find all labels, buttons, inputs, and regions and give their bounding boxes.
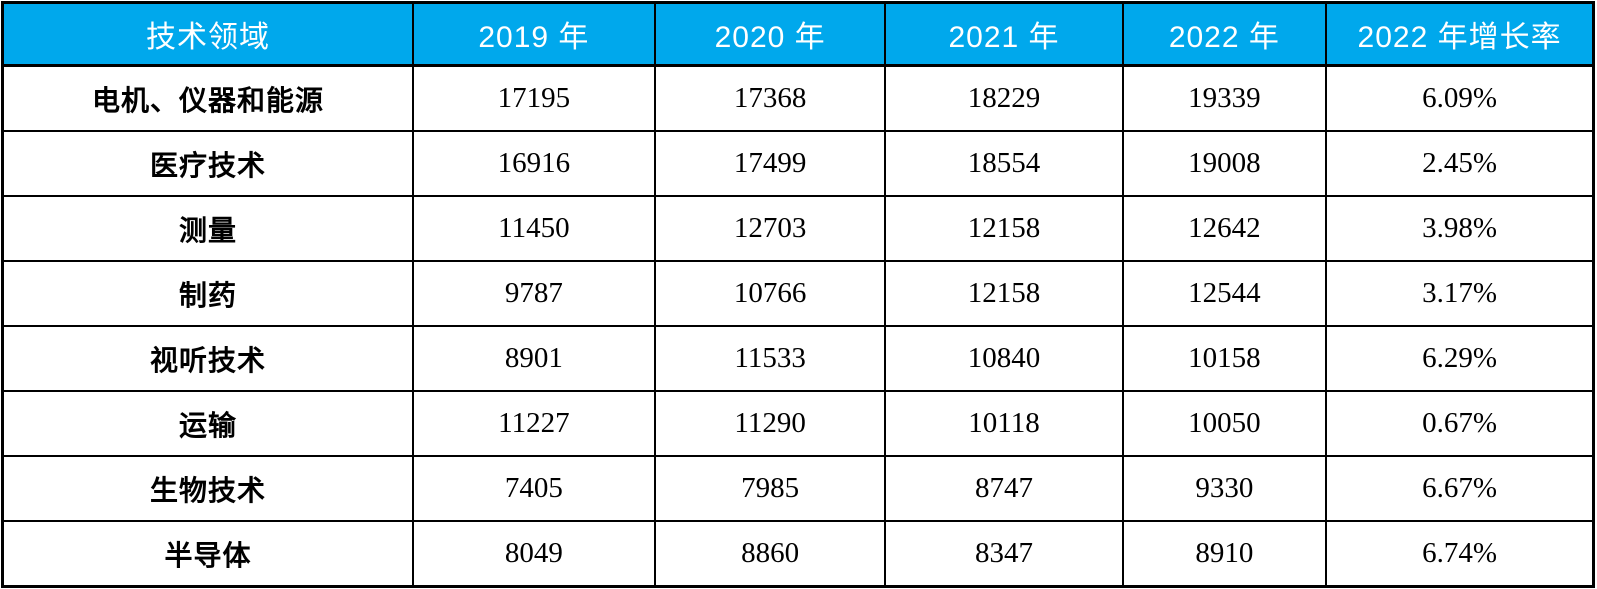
value-cell: 9787	[411, 260, 656, 327]
table-row: 视听技术 8901 11533 10840 10158 6.29%	[0, 325, 1596, 392]
table-row: 测量 11450 12703 12158 12642 3.98%	[0, 195, 1596, 262]
value-cell: 3.98%	[1325, 195, 1596, 262]
value-cell: 12158	[884, 260, 1124, 327]
column-header-2020: 2020 年	[653, 1, 887, 67]
row-label-cell: 测量	[0, 195, 414, 262]
table-header-row: 技术领域 2019 年 2020 年 2021 年 2022 年 2022 年增…	[0, 1, 1596, 67]
value-cell: 18229	[884, 64, 1124, 132]
value-cell: 11290	[653, 390, 887, 457]
value-cell: 6.74%	[1325, 520, 1596, 588]
table-row: 运输 11227 11290 10118 10050 0.67%	[0, 390, 1596, 457]
value-cell: 11227	[411, 390, 656, 457]
row-label-cell: 制药	[0, 260, 414, 327]
column-header-growth-rate: 2022 年增长率	[1325, 1, 1596, 67]
value-cell: 8049	[411, 520, 656, 588]
value-cell: 10050	[1121, 390, 1328, 457]
value-cell: 16916	[411, 130, 656, 197]
table-row: 生物技术 7405 7985 8747 9330 6.67%	[0, 455, 1596, 522]
row-label-cell: 视听技术	[0, 325, 414, 392]
value-cell: 19008	[1121, 130, 1328, 197]
table-row: 医疗技术 16916 17499 18554 19008 2.45%	[0, 130, 1596, 197]
column-header-2022: 2022 年	[1121, 1, 1328, 67]
value-cell: 8901	[411, 325, 656, 392]
value-cell: 0.67%	[1325, 390, 1596, 457]
row-label-cell: 医疗技术	[0, 130, 414, 197]
value-cell: 18554	[884, 130, 1124, 197]
value-cell: 10840	[884, 325, 1124, 392]
value-cell: 6.29%	[1325, 325, 1596, 392]
value-cell: 8910	[1121, 520, 1328, 588]
value-cell: 11450	[411, 195, 656, 262]
value-cell: 10118	[884, 390, 1124, 457]
column-header-field: 技术领域	[0, 1, 414, 67]
value-cell: 10766	[653, 260, 887, 327]
value-cell: 12544	[1121, 260, 1328, 327]
value-cell: 6.09%	[1325, 64, 1596, 132]
value-cell: 17195	[411, 64, 656, 132]
row-label-cell: 半导体	[0, 520, 414, 588]
table-row: 制药 9787 10766 12158 12544 3.17%	[0, 260, 1596, 327]
value-cell: 11533	[653, 325, 887, 392]
value-cell: 3.17%	[1325, 260, 1596, 327]
value-cell: 2.45%	[1325, 130, 1596, 197]
value-cell: 12642	[1121, 195, 1328, 262]
column-header-2021: 2021 年	[884, 1, 1124, 67]
value-cell: 7985	[653, 455, 887, 522]
column-header-2019: 2019 年	[411, 1, 656, 67]
table-row: 半导体 8049 8860 8347 8910 6.74%	[0, 520, 1596, 588]
value-cell: 8347	[884, 520, 1124, 588]
value-cell: 8747	[884, 455, 1124, 522]
row-label-cell: 运输	[0, 390, 414, 457]
value-cell: 17368	[653, 64, 887, 132]
value-cell: 8860	[653, 520, 887, 588]
value-cell: 6.67%	[1325, 455, 1596, 522]
value-cell: 12158	[884, 195, 1124, 262]
row-label-cell: 生物技术	[0, 455, 414, 522]
table-row: 电机、仪器和能源 17195 17368 18229 19339 6.09%	[0, 64, 1596, 132]
table-body: 电机、仪器和能源 17195 17368 18229 19339 6.09% 医疗技术 169…	[0, 64, 1596, 588]
value-cell: 10158	[1121, 325, 1328, 392]
value-cell: 12703	[653, 195, 887, 262]
value-cell: 9330	[1121, 455, 1328, 522]
value-cell: 19339	[1121, 64, 1328, 132]
value-cell: 17499	[653, 130, 887, 197]
value-cell: 7405	[411, 455, 656, 522]
row-label-cell: 电机、仪器和能源	[0, 64, 414, 132]
